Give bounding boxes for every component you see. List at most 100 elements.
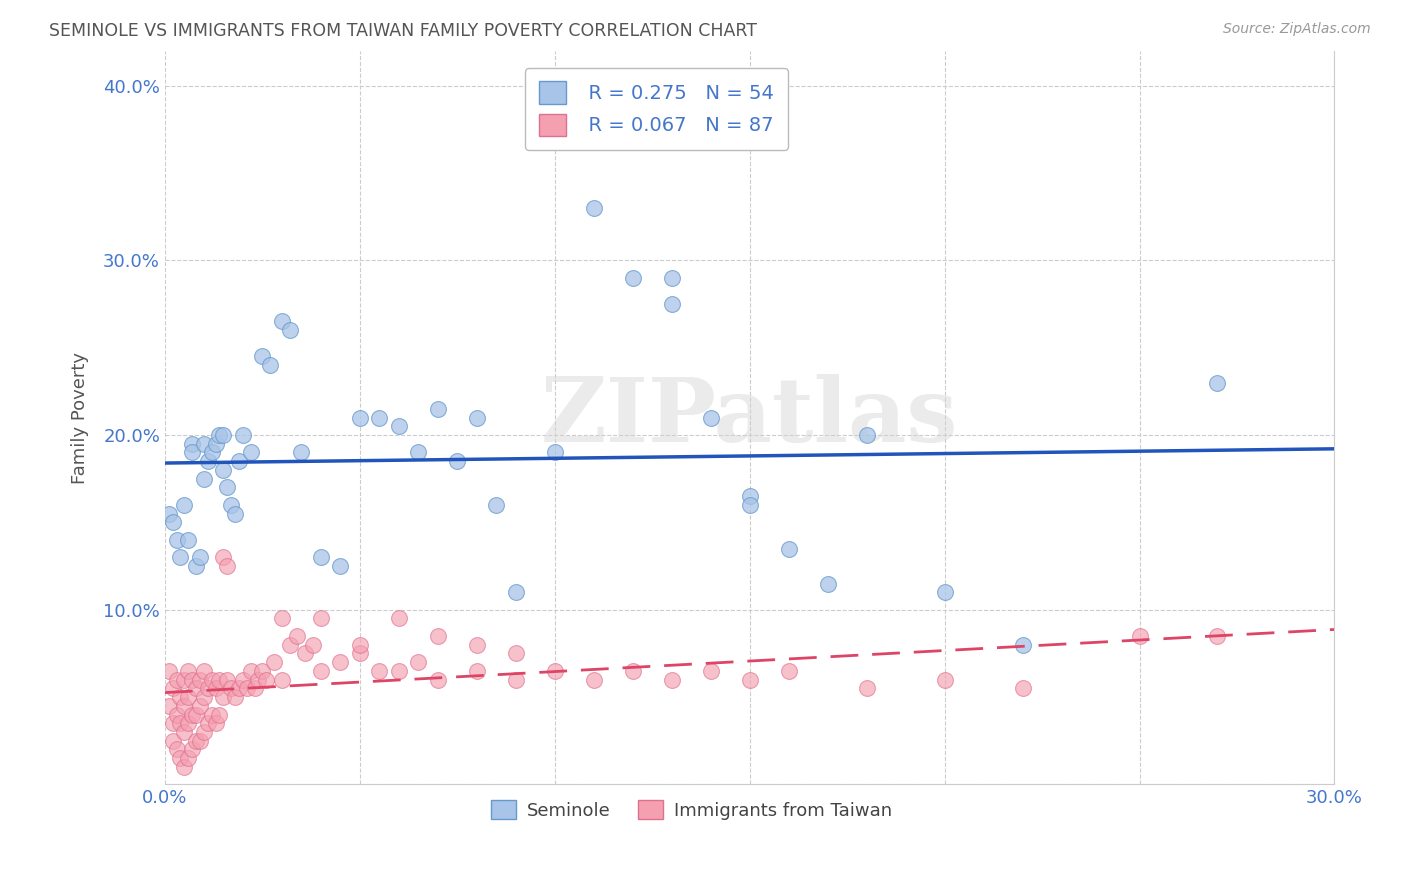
Point (485, 498, 508, 512)
Point (212, 428, 235, 442)
Point (582, 201, 605, 215)
Point (290, 445, 312, 459)
Point (212, 463, 235, 477)
Point (162, 681, 184, 696)
Point (465, 410, 488, 425)
Point (166, 707, 188, 722)
Point (738, 489, 761, 503)
Point (699, 410, 721, 425)
Point (661, 270, 683, 285)
Point (224, 507, 246, 521)
Point (505, 673, 527, 687)
Point (193, 725, 215, 739)
Point (1011, 638, 1033, 652)
Point (349, 410, 371, 425)
Point (197, 681, 219, 696)
Point (446, 454, 468, 468)
Point (426, 401, 449, 416)
Point (193, 690, 215, 704)
Point (193, 436, 215, 450)
Point (287, 629, 309, 643)
Point (1011, 681, 1033, 696)
Point (426, 629, 449, 643)
Point (1206, 376, 1229, 390)
Y-axis label: Family Poverty: Family Poverty (72, 351, 89, 483)
Point (1128, 629, 1150, 643)
Point (188, 550, 211, 565)
Point (201, 445, 224, 459)
Point (181, 445, 204, 459)
Point (1206, 629, 1229, 643)
Point (173, 498, 195, 512)
Point (188, 733, 211, 747)
Point (582, 673, 605, 687)
Point (254, 673, 277, 687)
Point (544, 664, 567, 678)
Point (388, 664, 411, 678)
Point (309, 664, 332, 678)
Point (278, 638, 301, 652)
Point (166, 533, 188, 547)
Point (406, 445, 429, 459)
Point (169, 716, 191, 731)
Point (204, 681, 226, 696)
Point (252, 350, 274, 364)
Point (661, 297, 683, 311)
Point (329, 655, 352, 669)
Point (465, 638, 488, 652)
Text: SEMINOLE VS IMMIGRANTS FROM TAIWAN FAMILY POVERTY CORRELATION CHART: SEMINOLE VS IMMIGRANTS FROM TAIWAN FAMIL… (49, 22, 758, 40)
Point (621, 664, 644, 678)
Point (349, 647, 371, 661)
Point (184, 707, 207, 722)
Point (208, 428, 231, 442)
Point (212, 690, 235, 704)
Point (738, 498, 761, 512)
Point (193, 664, 215, 678)
Point (208, 707, 231, 722)
Point (166, 742, 188, 756)
Point (201, 673, 224, 687)
Point (217, 673, 239, 687)
Point (228, 681, 250, 696)
Point (157, 698, 180, 713)
Point (270, 673, 292, 687)
Point (349, 638, 371, 652)
Point (544, 445, 567, 459)
Point (738, 673, 761, 687)
Point (309, 611, 332, 625)
Point (259, 358, 281, 372)
Point (188, 673, 211, 687)
Point (173, 698, 195, 713)
Point (193, 472, 215, 486)
Point (855, 428, 877, 442)
Point (368, 664, 391, 678)
Point (184, 681, 207, 696)
Point (177, 690, 200, 704)
Point (173, 725, 195, 739)
Point (228, 454, 250, 468)
Point (204, 436, 226, 450)
Point (778, 541, 800, 556)
Point (309, 550, 332, 565)
Point (166, 673, 188, 687)
Point (184, 559, 207, 574)
Point (157, 507, 180, 521)
Point (243, 681, 266, 696)
Legend: Seminole, Immigrants from Taiwan: Seminole, Immigrants from Taiwan (484, 792, 898, 827)
Point (252, 664, 274, 678)
Point (505, 585, 527, 599)
Point (188, 698, 211, 713)
Point (505, 647, 527, 661)
Text: Source: ZipAtlas.com: Source: ZipAtlas.com (1223, 22, 1371, 37)
Point (465, 664, 488, 678)
Point (270, 611, 292, 625)
Point (217, 480, 239, 494)
Point (699, 664, 721, 678)
Point (239, 664, 262, 678)
Text: ZIPatlas: ZIPatlas (541, 374, 959, 461)
Point (239, 445, 262, 459)
Point (173, 673, 195, 687)
Point (247, 673, 270, 687)
Point (201, 707, 224, 722)
Point (157, 664, 180, 678)
